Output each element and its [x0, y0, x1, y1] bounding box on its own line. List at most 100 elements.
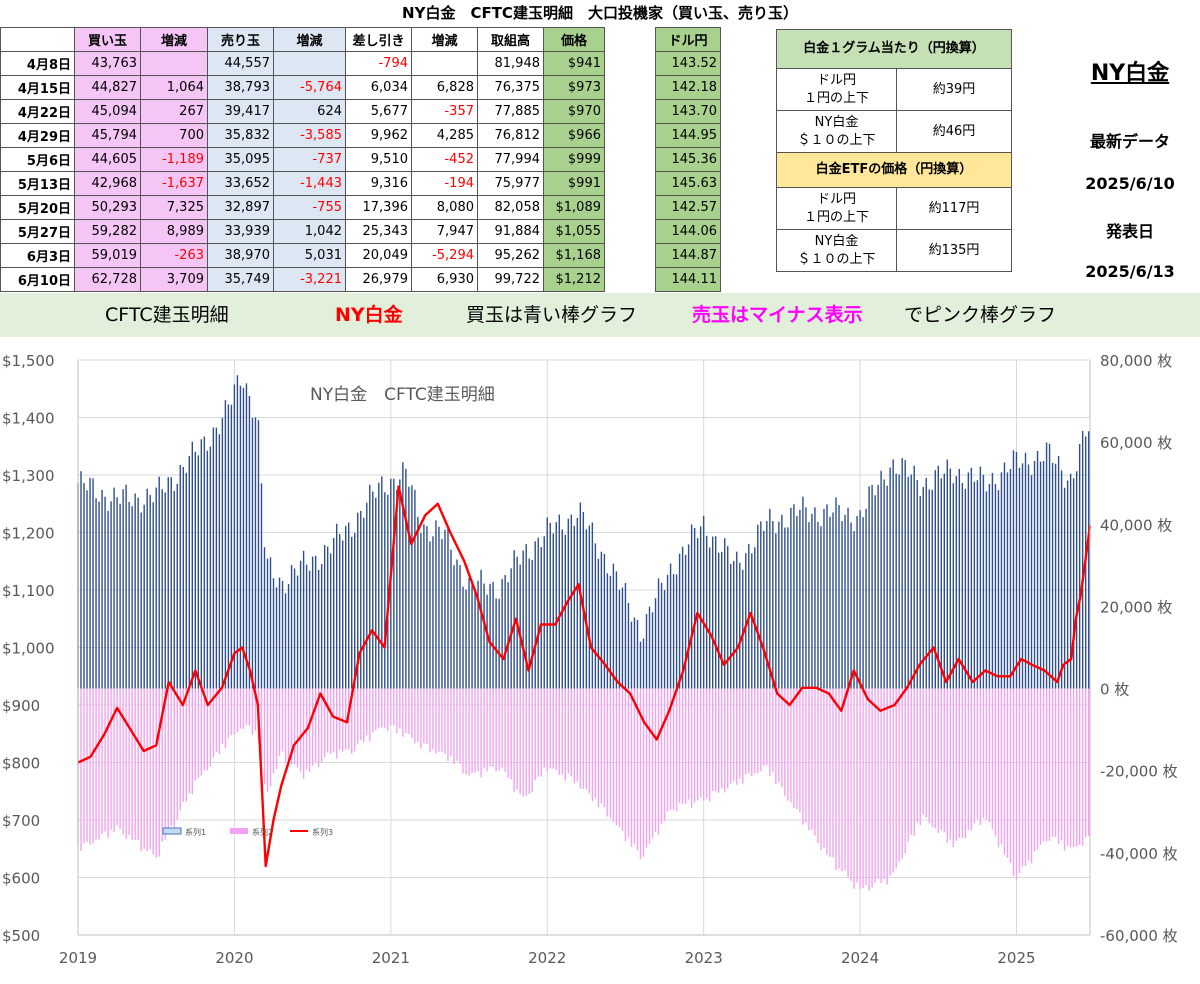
row-label-line: NY白金: [814, 233, 859, 249]
sell-bar: [363, 688, 365, 743]
sell-bar: [745, 688, 747, 775]
table-cell: 5月27日: [0, 219, 75, 244]
buy-bar: [973, 481, 976, 689]
sell-bar: [585, 688, 588, 790]
sell-bar: [693, 688, 696, 803]
sell-bar: [561, 688, 563, 775]
table-cell: 33,652: [207, 171, 274, 196]
sell-bar: [278, 688, 281, 757]
buy-bar: [922, 487, 924, 689]
sell-bar: [874, 688, 876, 883]
buy-bar: [1087, 431, 1090, 689]
buy-bar: [684, 554, 687, 689]
buy-bar: [170, 477, 172, 689]
sell-bar: [624, 688, 627, 842]
buy-bar: [176, 483, 178, 689]
column-gap: [604, 99, 656, 124]
sell-bar: [456, 688, 458, 761]
sell-bar: [194, 688, 197, 781]
sell-bar: [841, 688, 843, 872]
sell-bar: [179, 688, 181, 811]
buy-bar: [119, 503, 121, 689]
sell-bar: [1069, 688, 1072, 848]
sell-bar: [1084, 688, 1087, 838]
buy-bar: [633, 617, 636, 689]
sell-bar: [170, 688, 172, 826]
buy-bar: [1015, 451, 1018, 689]
buy-bar: [125, 484, 127, 689]
latest-date: 2025/6/10: [1085, 174, 1175, 193]
sell-bar: [892, 688, 894, 873]
buy-bar: [868, 486, 870, 689]
sell-bar: [702, 688, 705, 801]
sell-bar: [1081, 688, 1084, 846]
buy-bar: [937, 465, 939, 689]
sell-bar: [778, 688, 780, 783]
sell-bar: [516, 688, 518, 790]
sell-bar: [537, 688, 539, 777]
table-cell: 43,763: [74, 51, 141, 76]
buy-bar: [901, 458, 903, 689]
buy-bar: [158, 476, 160, 689]
sell-bar: [627, 688, 630, 838]
column-gap: [604, 51, 656, 76]
sell-bar: [994, 688, 997, 837]
sell-bar: [727, 688, 729, 789]
sell-bar: [308, 688, 311, 772]
sell-bar: [1021, 688, 1024, 867]
buy-bar: [1057, 455, 1060, 689]
right-axis-tick: -40,000 枚: [1100, 845, 1178, 863]
column-header: 増減: [273, 27, 346, 52]
table-cell: 17,396: [345, 195, 412, 220]
sell-bar: [411, 688, 413, 738]
buy-bar: [369, 484, 371, 689]
sell-bar: [751, 688, 753, 777]
buy-bar: [808, 522, 810, 689]
table-cell: -357: [411, 99, 478, 124]
sell-bar: [772, 688, 774, 773]
sell-bar: [696, 688, 699, 801]
buy-bar: [835, 497, 837, 689]
sell-bar: [579, 688, 582, 789]
sell-bar: [399, 688, 401, 729]
table-cell: [140, 51, 208, 76]
buy-bar: [624, 583, 627, 689]
table-row: 6月10日 62,728 3,709 35,749 -3,221 26,979 6,930 9…: [0, 267, 721, 292]
buy-bar: [221, 417, 224, 689]
x-axis-tick: 2020: [215, 949, 253, 967]
sell-bar: [925, 688, 927, 818]
sell-bar: [281, 688, 284, 752]
buy-bar: [949, 468, 952, 689]
buy-bar: [603, 553, 606, 689]
sell-bar: [149, 688, 151, 850]
row-label-line: NY白金: [814, 114, 859, 130]
sell-bar: [519, 688, 521, 795]
buy-bar: [498, 598, 500, 689]
sell-bar: [528, 688, 530, 794]
sell-bar: [784, 688, 786, 796]
sell-bar: [871, 688, 873, 888]
sell-bar: [940, 688, 942, 831]
sell-bar: [447, 688, 449, 761]
buy-bar: [486, 594, 488, 689]
sell-bar: [1057, 688, 1060, 844]
x-axis-tick: 2024: [841, 949, 879, 967]
sell-bar: [435, 688, 437, 754]
table-cell: -1,443: [273, 171, 346, 196]
buy-bar: [372, 491, 374, 689]
buy-bar: [724, 538, 726, 689]
sell-bar: [197, 688, 200, 778]
buy-bar: [832, 512, 834, 689]
buy-bar: [717, 552, 720, 689]
buy-bar: [841, 521, 843, 689]
buy-bar: [1045, 442, 1048, 689]
sell-bar: [83, 688, 85, 844]
sell-bar: [678, 688, 681, 803]
sell-bar: [360, 688, 362, 740]
buy-bar: [997, 490, 1000, 689]
buy-bar: [387, 494, 389, 689]
sell-bar: [714, 688, 717, 792]
buy-bar: [805, 507, 807, 689]
sell-bar: [128, 688, 130, 836]
sell-bar: [754, 688, 756, 774]
